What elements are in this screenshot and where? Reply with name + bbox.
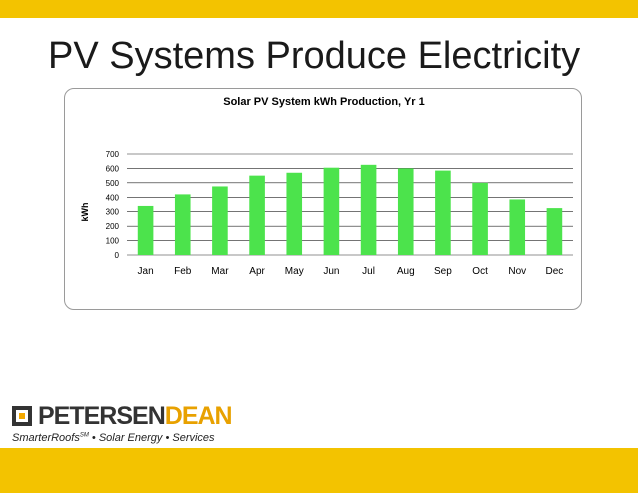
tagline-rest: • Solar Energy • Services (88, 432, 215, 444)
x-tick-labels: Jan Feb Mar Apr May Jun Jul Aug Sep Oct Nov Dec (138, 266, 564, 277)
x-tick-label-apr: Apr (249, 266, 265, 277)
x-tick-label-nov: Nov (508, 266, 526, 277)
bar-jun (323, 167, 340, 255)
y-tick-label: 500 (106, 179, 120, 188)
bars (137, 164, 563, 255)
tagline-smarterroofs: SmarterRoofs (12, 432, 80, 444)
bottom-accent-band (0, 448, 638, 493)
y-tick-label: 700 (106, 150, 120, 159)
gridlines (127, 153, 573, 256)
x-tick-label-mar: Mar (211, 266, 229, 277)
y-tick-label: 300 (106, 208, 120, 217)
y-tick-label: 100 (106, 237, 120, 246)
slide-title: PV Systems Produce Electricity (48, 35, 581, 77)
x-tick-label-aug: Aug (397, 266, 415, 277)
x-tick-label-oct: Oct (472, 266, 488, 277)
logo-word-petersen: PETERSEN (38, 402, 166, 430)
bar-mar (212, 186, 228, 255)
bar-feb (174, 194, 191, 255)
logo-word-dean: DEAN (164, 402, 233, 430)
company-logo: PETERSENDEAN SmarterRoofsSM • Solar Ener… (12, 402, 233, 446)
bar-aug (397, 168, 414, 255)
bar-jul (360, 164, 377, 255)
y-tick-labels: 0 100 200 300 400 500 600 700 (106, 150, 120, 260)
bar-apr (249, 175, 265, 255)
bar-nov (509, 199, 526, 255)
bar-oct (472, 182, 488, 255)
logo-tagline: SmarterRoofsSM • Solar Energy • Services (12, 432, 215, 444)
top-accent-band (0, 0, 638, 18)
bar-jan (137, 205, 154, 255)
x-tick-label-jun: Jun (323, 266, 339, 277)
x-tick-label-dec: Dec (546, 266, 564, 277)
y-tick-label: 600 (106, 164, 120, 173)
x-tick-label-may: May (285, 266, 304, 277)
tagline-service-mark: SM (79, 432, 89, 439)
x-tick-label-feb: Feb (174, 266, 192, 277)
bar-sep (435, 170, 451, 255)
y-axis-label: kWh (80, 203, 90, 222)
chart-frame: Solar PV System kWh Production, Yr 1 kWh… (64, 88, 582, 310)
y-tick-label: 400 (106, 193, 120, 202)
logo-square-icon (12, 406, 32, 426)
bar-dec (546, 208, 563, 255)
x-tick-label-jan: Jan (138, 266, 154, 277)
bar-chart: Solar PV System kWh Production, Yr 1 kWh… (80, 96, 573, 277)
bar-may (286, 172, 303, 255)
x-tick-label-sep: Sep (434, 266, 452, 277)
logo-square-inner (19, 413, 25, 419)
y-tick-label: 200 (106, 222, 120, 231)
x-tick-label-jul: Jul (362, 266, 375, 277)
logo-wordmark: PETERSENDEAN (38, 402, 233, 430)
y-tick-label: 0 (115, 251, 120, 260)
chart-title: Solar PV System kWh Production, Yr 1 (223, 96, 425, 108)
